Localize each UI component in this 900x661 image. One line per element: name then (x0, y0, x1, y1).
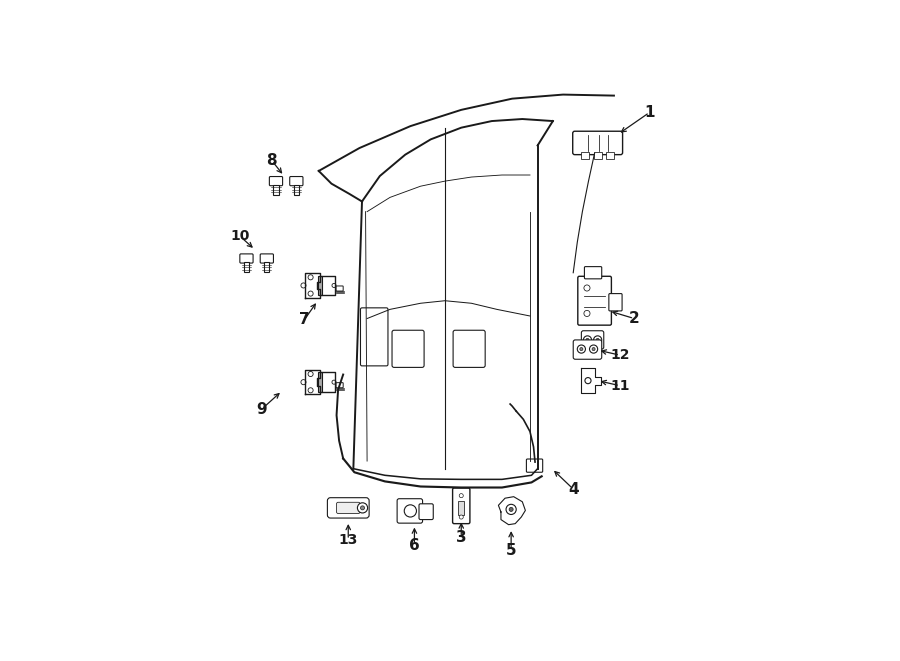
Text: 10: 10 (230, 229, 249, 243)
Circle shape (308, 388, 313, 393)
FancyBboxPatch shape (269, 176, 283, 186)
FancyBboxPatch shape (392, 330, 424, 368)
FancyBboxPatch shape (290, 176, 303, 186)
Bar (244, 262, 249, 272)
Text: 7: 7 (299, 312, 310, 327)
FancyBboxPatch shape (578, 276, 611, 325)
Text: 4: 4 (568, 482, 579, 496)
Text: 12: 12 (610, 348, 630, 362)
Circle shape (308, 291, 313, 296)
FancyBboxPatch shape (361, 308, 388, 366)
Circle shape (584, 285, 590, 291)
Circle shape (332, 380, 336, 384)
Bar (607, 152, 615, 159)
Circle shape (459, 515, 464, 519)
Circle shape (357, 503, 367, 513)
Circle shape (580, 348, 583, 350)
Text: 2: 2 (629, 311, 640, 326)
Circle shape (577, 345, 585, 353)
FancyBboxPatch shape (419, 504, 433, 520)
Text: 6: 6 (409, 537, 419, 553)
FancyBboxPatch shape (573, 340, 602, 360)
FancyBboxPatch shape (260, 254, 274, 263)
FancyBboxPatch shape (336, 383, 343, 388)
Circle shape (596, 338, 599, 342)
Circle shape (506, 504, 517, 514)
Circle shape (301, 283, 306, 288)
FancyBboxPatch shape (526, 459, 543, 472)
Circle shape (308, 275, 313, 280)
FancyBboxPatch shape (336, 286, 343, 291)
FancyBboxPatch shape (239, 254, 253, 263)
Bar (594, 152, 602, 159)
Bar (318, 276, 321, 295)
FancyBboxPatch shape (453, 488, 470, 524)
Bar (458, 501, 464, 515)
Circle shape (308, 371, 313, 377)
Circle shape (361, 506, 365, 510)
FancyBboxPatch shape (337, 502, 360, 514)
Circle shape (509, 508, 513, 512)
Text: 13: 13 (338, 533, 358, 547)
Circle shape (301, 379, 306, 385)
Circle shape (459, 494, 464, 498)
Text: 11: 11 (610, 379, 630, 393)
Bar (318, 372, 321, 392)
Bar (265, 262, 269, 272)
FancyBboxPatch shape (328, 498, 369, 518)
Text: 3: 3 (456, 530, 466, 545)
Circle shape (592, 348, 595, 350)
Bar (580, 152, 589, 159)
FancyBboxPatch shape (453, 330, 485, 368)
Circle shape (594, 336, 602, 344)
FancyBboxPatch shape (572, 132, 623, 155)
Circle shape (586, 338, 589, 342)
Text: 8: 8 (266, 153, 277, 169)
Text: 9: 9 (256, 402, 267, 416)
Circle shape (332, 284, 336, 288)
Bar (293, 184, 299, 195)
FancyBboxPatch shape (584, 266, 602, 279)
Circle shape (585, 377, 591, 383)
Text: 5: 5 (506, 543, 517, 558)
FancyBboxPatch shape (581, 330, 604, 349)
FancyBboxPatch shape (609, 293, 622, 311)
Circle shape (404, 505, 417, 517)
Circle shape (590, 345, 598, 353)
Circle shape (584, 311, 590, 317)
Circle shape (583, 336, 591, 344)
Bar (274, 184, 278, 195)
Text: 1: 1 (644, 105, 655, 120)
FancyBboxPatch shape (397, 498, 423, 523)
